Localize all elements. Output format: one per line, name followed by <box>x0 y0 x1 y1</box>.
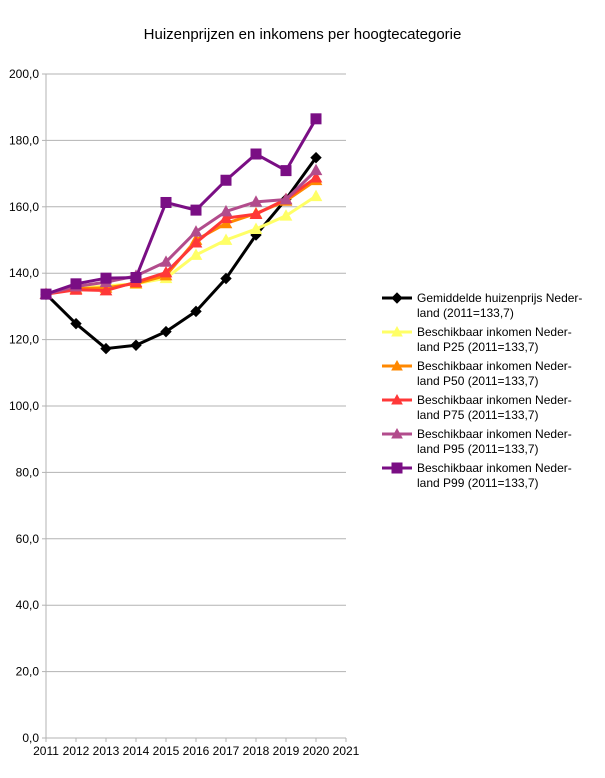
x-tick-label: 2011 <box>33 744 59 758</box>
x-tick-label: 2013 <box>93 744 120 758</box>
data-point <box>100 272 112 284</box>
legend-label: land (2011=133,7) <box>417 306 514 320</box>
y-tick-label: 140,0 <box>9 266 39 280</box>
y-tick-label: 60,0 <box>16 532 40 546</box>
legend-label: land P75 (2011=133,7) <box>417 408 539 422</box>
legend-label: land P50 (2011=133,7) <box>417 374 539 388</box>
data-point <box>160 196 172 208</box>
data-point <box>279 209 293 221</box>
data-point <box>99 283 113 296</box>
y-tick-label: 120,0 <box>9 333 39 347</box>
y-tick-label: 200,0 <box>9 67 39 81</box>
x-tick-label: 2020 <box>303 744 330 758</box>
x-tick-label: 2012 <box>63 744 90 758</box>
legend-label: land P95 (2011=133,7) <box>417 442 539 456</box>
series-line-5 <box>45 169 318 296</box>
data-point <box>219 233 233 245</box>
y-tick-label: 180,0 <box>9 133 39 147</box>
legend-marker-5 <box>391 427 403 439</box>
y-tick-label: 20,0 <box>16 665 40 679</box>
data-point <box>130 272 142 284</box>
y-tick-label: 80,0 <box>16 465 40 479</box>
x-tick-label: 2019 <box>273 744 300 758</box>
series-line-4 <box>45 176 317 296</box>
data-point <box>309 171 323 183</box>
data-point <box>130 339 142 351</box>
x-tick-label: 2021 <box>333 744 360 758</box>
legend-marker-1 <box>391 292 403 304</box>
data-point <box>189 236 203 248</box>
data-point <box>70 278 82 290</box>
data-point <box>70 317 82 330</box>
legend-label: Beschikbaar inkomen Neder- <box>417 325 572 339</box>
y-tick-label: 0,0 <box>22 731 39 745</box>
data-point <box>160 325 172 338</box>
data-point <box>220 272 232 285</box>
x-tick-label: 2018 <box>243 744 270 758</box>
data-point <box>310 151 322 164</box>
x-tick-label: 2015 <box>153 744 180 758</box>
legend-marker-6 <box>391 462 403 474</box>
data-point <box>159 266 173 278</box>
series-line-6 <box>45 118 318 296</box>
data-point <box>249 207 263 220</box>
legend-marker-2 <box>391 325 403 337</box>
data-point <box>250 148 262 160</box>
legend-marker-4 <box>391 393 403 405</box>
legend-label: Beschikbaar inkomen Neder- <box>417 461 572 475</box>
legend-label: Beschikbaar inkomen Neder- <box>417 359 572 373</box>
data-point <box>280 165 292 177</box>
x-tick-label: 2016 <box>183 744 210 758</box>
data-point <box>249 222 263 234</box>
data-point <box>189 225 203 237</box>
legend-label: Gemiddelde huizenprijs Neder- <box>417 291 582 305</box>
series-line-3 <box>45 179 317 296</box>
data-point <box>310 113 322 125</box>
data-point <box>279 192 293 205</box>
data-point <box>249 195 263 207</box>
data-point <box>189 248 203 260</box>
x-tick-label: 2014 <box>123 744 150 758</box>
legend-label: Beschikbaar inkomen Neder- <box>417 427 572 441</box>
data-point <box>190 204 202 216</box>
data-point <box>219 211 233 223</box>
data-point <box>159 255 173 267</box>
data-point <box>219 204 233 217</box>
legend-label: land P99 (2011=133,7) <box>417 476 539 490</box>
y-tick-label: 160,0 <box>9 200 39 214</box>
legend-marker-3 <box>391 359 403 371</box>
data-point <box>309 163 323 176</box>
data-point <box>190 305 202 318</box>
y-tick-label: 100,0 <box>9 399 39 413</box>
data-point <box>220 174 232 186</box>
data-point <box>40 288 52 300</box>
legend-label: Beschikbaar inkomen Neder- <box>417 393 572 407</box>
series-line-1 <box>44 156 318 351</box>
data-point <box>100 342 112 355</box>
y-tick-label: 40,0 <box>16 598 40 612</box>
data-point <box>309 189 323 202</box>
legend-label: land P25 (2011=133,7) <box>417 340 539 354</box>
chart-title: Huizenprijzen en inkomens per hoogtecate… <box>143 26 462 43</box>
x-tick-label: 2017 <box>213 744 240 758</box>
